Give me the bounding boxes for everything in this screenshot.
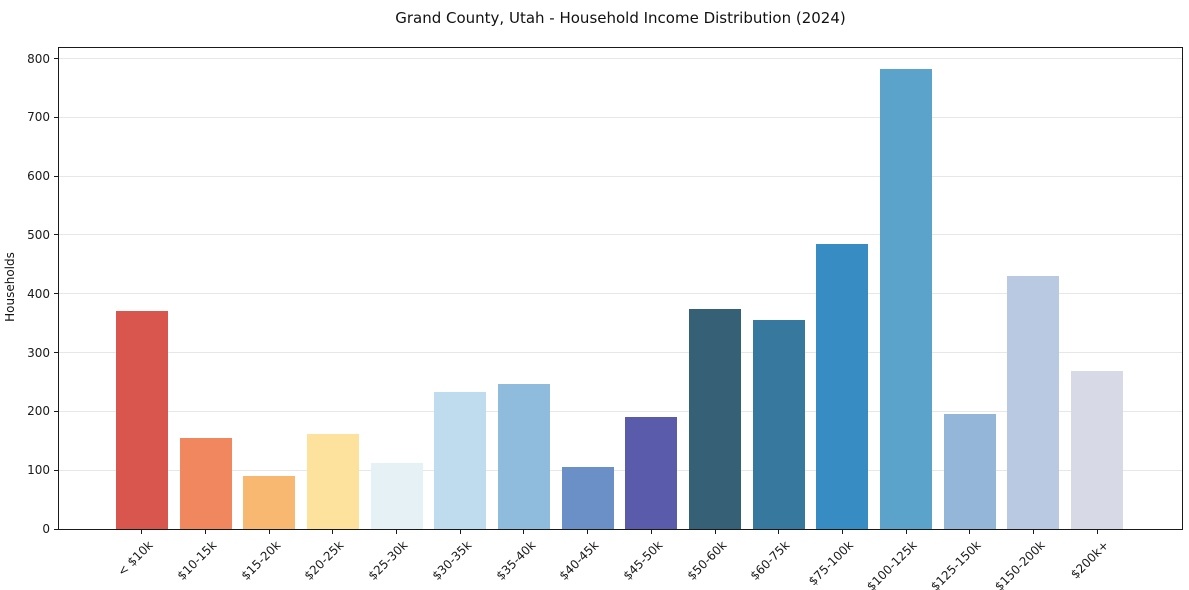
bar [561,466,614,529]
gridline [59,352,1182,354]
y-tick-label: 500 [27,227,50,242]
gridline [59,410,1182,412]
x-tick-mark [141,529,143,534]
y-tick-label: 800 [27,51,50,66]
gridline [59,293,1182,295]
bar [243,476,296,529]
x-tick-mark [714,529,716,534]
x-tick-label: $75-100k [806,538,857,589]
x-tick-mark [332,529,334,534]
gridline [59,469,1182,471]
x-tick-mark [459,529,461,534]
bar [943,413,996,529]
x-tick-label: $10-15k [174,538,220,583]
y-tick-mark [54,469,59,471]
bar [752,320,805,529]
x-tick-label: $25-30k [365,538,411,583]
x-tick-label: $100-125k [864,538,920,590]
x-tick-label: $125-150k [928,538,984,590]
x-tick-label: < $10k [114,538,156,579]
x-tick-label: $50-60k [684,538,729,583]
y-tick-label: 600 [27,169,50,184]
x-tick-mark [1096,529,1098,534]
y-axis-label: Households [3,252,17,322]
bar [816,244,869,529]
bar [306,434,359,529]
x-tick-label: $40-45k [556,538,602,583]
x-tick-label: $15-20k [238,538,284,583]
x-tick-mark [905,529,907,534]
x-tick-mark [523,529,525,534]
y-tick-label: 400 [27,286,50,301]
y-tick-mark [54,528,59,530]
x-tick-label: $20-25k [301,538,347,583]
bar [880,68,933,529]
bar [115,311,168,529]
y-tick-mark [54,234,59,236]
x-tick-label: $60-75k [747,538,793,583]
x-tick-mark [841,529,843,534]
bar [1007,275,1060,529]
y-tick-mark [54,116,59,118]
y-tick-label: 0 [42,522,50,536]
x-tick-mark [969,529,971,534]
y-tick-label: 300 [27,345,50,360]
x-tick-mark [396,529,398,534]
x-tick-label: $200k+ [1067,538,1112,582]
x-tick-label: $35-40k [493,538,538,583]
y-tick-mark [54,175,59,177]
x-tick-mark [205,529,207,534]
chart-title: Grand County, Utah - Household Income Di… [395,9,846,27]
x-tick-mark [268,529,270,534]
y-tick-mark [54,58,59,60]
x-tick-mark [650,529,652,534]
gridline [59,175,1182,177]
gridline [59,234,1182,236]
x-tick-label: $30-35k [429,538,475,583]
y-tick-mark [54,352,59,354]
bar [1071,371,1124,529]
bar [497,384,550,529]
plot-area: 0 100 200 300 400 500 600 700 800 < $10k $10-15k $1… [27,47,1183,590]
y-tick-mark [54,293,59,295]
x-tick-mark [587,529,589,534]
x-tick-label: $150-200k [991,538,1048,590]
bar [179,437,232,529]
x-tick-mark [778,529,780,534]
bar [625,416,678,529]
bar [370,463,423,529]
y-tick-mark [54,410,59,412]
y-tick-label: 100 [27,463,50,478]
bar [434,392,487,529]
gridline [59,58,1182,60]
x-tick-mark [1032,529,1034,534]
x-tick-label: $45-50k [620,538,666,583]
bar [689,309,742,529]
gridline [59,116,1182,118]
y-tick-label: 200 [27,404,50,419]
y-tick-label: 700 [27,110,50,125]
